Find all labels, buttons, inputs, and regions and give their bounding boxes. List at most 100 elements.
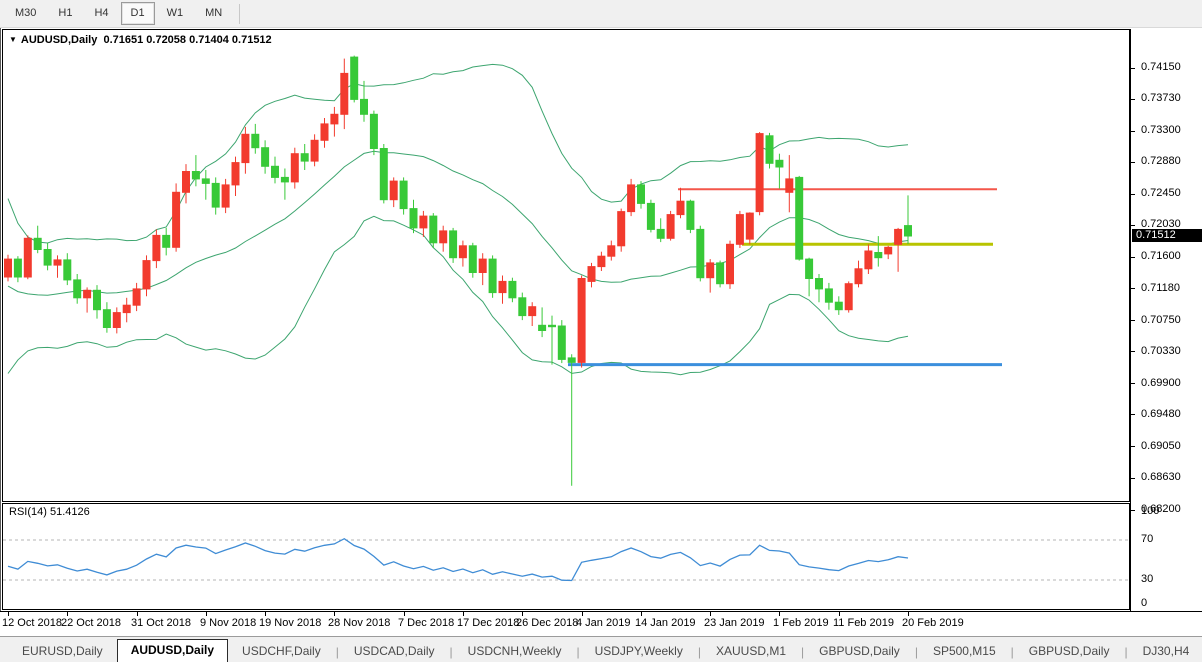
timeframe-button-d1[interactable]: D1 (120, 2, 155, 25)
price-axis-label: 0.72450 (1141, 187, 1181, 199)
price-tick-mark (1131, 383, 1135, 384)
chart-tab-gbpusd-daily[interactable]: GBPUSD,Daily (819, 644, 900, 658)
price-axis-label: 0.69900 (1141, 377, 1181, 389)
chart-tab-usdchf-daily[interactable]: USDCHF,Daily (242, 644, 321, 658)
price-tick-mark (1131, 194, 1135, 195)
timeframe-button-h1[interactable]: H1 (58, 7, 73, 19)
chart-tab-sp500-m15[interactable]: SP500,M15 (932, 644, 996, 658)
rsi-axis-label: 0 (1141, 597, 1148, 609)
date-axis-label: 14 Jan 2019 (635, 617, 696, 629)
price-axis-label: 0.73300 (1141, 124, 1181, 136)
price-axis[interactable]: 0.74150 0.73730 0.73300 0.72880 0.72450 0.720… (1131, 28, 1202, 611)
price-tick-mark (1131, 288, 1135, 289)
chart-tabs: EURUSD,Daily AUDUSD,Daily USDCHF,Daily | USD… (8, 639, 1202, 662)
price-tick-mark (1131, 414, 1135, 415)
chart-ohlc-values: 0.71651 0.72058 0.71404 0.71512 (103, 34, 272, 46)
price-tick-mark (1131, 446, 1135, 447)
date-axis-label: 23 Jan 2019 (704, 617, 765, 629)
date-tick-mark (582, 612, 583, 616)
date-axis-label: 7 Dec 2018 (398, 617, 455, 629)
tab-divider: | (1124, 645, 1128, 659)
price-axis-label: 0.72880 (1141, 155, 1181, 167)
date-axis-label: 11 Feb 2019 (833, 617, 894, 629)
window-left-border (0, 28, 1, 636)
tab-divider: | (576, 645, 580, 659)
date-tick-mark (522, 612, 523, 616)
date-axis-label: 31 Oct 2018 (131, 617, 191, 629)
date-tick-mark (137, 612, 138, 616)
timeframe-toolbar: M30 H1 H4 D1 W1 MN (0, 0, 1202, 28)
chart-tabs-bar: EURUSD,Daily AUDUSD,Daily USDCHF,Daily | USD… (0, 636, 1202, 662)
chart-tab-usdcnh-weekly[interactable]: USDCNH,Weekly (467, 644, 562, 658)
current-price-box: 0.71512 (1132, 229, 1202, 242)
date-tick-mark (206, 612, 207, 616)
date-axis-label: 20 Feb 2019 (902, 617, 964, 629)
rsi-axis-label: 30 (1141, 573, 1154, 585)
chart-tab-audusd-daily[interactable]: AUDUSD,Daily (116, 639, 229, 662)
price-tick-mark (1131, 162, 1135, 163)
date-axis-label: 4 Jan 2019 (576, 617, 631, 629)
price-axis-label: 0.69050 (1141, 440, 1181, 452)
date-axis-label: 17 Dec 2018 (457, 617, 520, 629)
price-axis-label: 0.68630 (1141, 471, 1181, 483)
price-axis-label: 0.73730 (1141, 92, 1181, 104)
price-tick-mark (1131, 510, 1135, 511)
chart-tab-xauusd-m1[interactable]: XAUUSD,M1 (715, 644, 786, 658)
tab-divider: | (697, 645, 701, 659)
date-axis-label: 1 Feb 2019 (773, 617, 829, 629)
chart-tab-eurusd-daily[interactable]: EURUSD,Daily (22, 644, 103, 658)
chart-tab-usdcad-daily[interactable]: USDCAD,Daily (353, 644, 435, 658)
price-axis-border (1130, 29, 1131, 611)
date-tick-mark (8, 612, 9, 616)
chart-tab-dj30-h4[interactable]: DJ30,H4 (1142, 644, 1190, 658)
price-axis-label: 0.68200 (1141, 503, 1181, 515)
chart-window: ▼ AUDUSD,Daily 0.71651 0.72058 0.71404 0.… (0, 28, 1202, 636)
date-axis-separator (0, 611, 1202, 612)
timeframe-button-m30[interactable]: M30 (15, 7, 37, 19)
rsi-canvas[interactable] (2, 503, 1130, 610)
timeframe-button-w1[interactable]: W1 (166, 7, 184, 19)
chart-title: ▼ AUDUSD,Daily 0.71651 0.72058 0.71404 0.… (9, 34, 272, 46)
price-tick-mark (1131, 257, 1135, 258)
price-tick-mark (1131, 131, 1135, 132)
price-tick-mark (1131, 478, 1135, 479)
price-tick-mark (1131, 225, 1135, 226)
price-axis-label: 0.69480 (1141, 408, 1181, 420)
chart-tab-gbpusd-daily[interactable]: GBPUSD,Daily (1028, 644, 1110, 658)
price-axis-label: 0.74150 (1141, 61, 1181, 73)
price-axis-label: 0.70330 (1141, 345, 1181, 357)
price-axis-label: 0.70750 (1141, 314, 1181, 326)
date-tick-mark (839, 612, 840, 616)
tab-divider: | (914, 645, 918, 659)
date-tick-mark (908, 612, 909, 616)
date-axis-label: 28 Nov 2018 (328, 617, 391, 629)
timeframe-button-mn[interactable]: MN (205, 7, 223, 19)
date-axis-label: 12 Oct 2018 (2, 617, 62, 629)
date-tick-mark (779, 612, 780, 616)
date-tick-mark (67, 612, 68, 616)
date-tick-mark (463, 612, 464, 616)
timeframe-button-h4[interactable]: H4 (94, 7, 109, 19)
rsi-axis-label: 100 (1141, 505, 1160, 517)
date-axis-label: 19 Nov 2018 (259, 617, 322, 629)
price-axis-label: 0.72030 (1141, 218, 1181, 230)
chart-tab-usdjpy-weekly[interactable]: USDJPY,Weekly (594, 644, 683, 658)
date-tick-mark (334, 612, 335, 616)
price-tick-mark (1131, 351, 1135, 352)
date-axis[interactable]: 12 Oct 2018 22 Oct 2018 31 Oct 2018 9 Nov 2… (0, 612, 1202, 636)
date-tick-mark (265, 612, 266, 616)
date-axis-label: 26 Dec 2018 (516, 617, 579, 629)
price-axis-label: 0.71180 (1141, 282, 1180, 294)
collapse-triangle-icon[interactable]: ▼ (9, 35, 17, 44)
tab-divider: | (1010, 645, 1014, 659)
tab-divider: | (449, 645, 453, 659)
price-axis-label: 0.71600 (1141, 250, 1181, 262)
date-tick-mark (404, 612, 405, 616)
rsi-indicator-label: RSI(14) 51.4126 (9, 506, 90, 518)
toolbar-divider (239, 3, 241, 24)
price-tick-mark (1131, 320, 1135, 321)
current-price-value: 0.71512 (1136, 229, 1176, 241)
price-chart-canvas[interactable] (2, 29, 1130, 502)
date-tick-mark (641, 612, 642, 616)
